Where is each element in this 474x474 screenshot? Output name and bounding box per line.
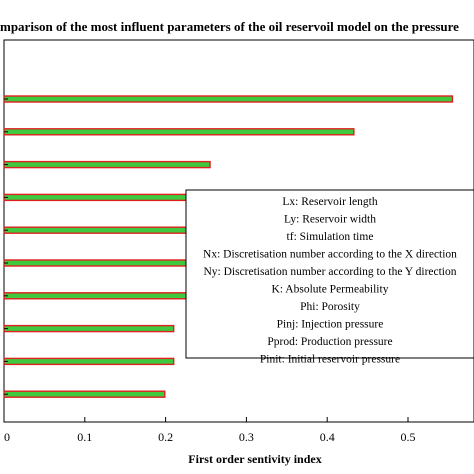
legend-box (185, 189, 474, 359)
bar-7 (3, 292, 193, 300)
legend-entry-4: Nx: Discretisation number according to t… (203, 249, 457, 261)
x-ticks-group: 0 0.1 0.2 0.3 0.4 0.5 (3, 417, 416, 444)
bar-4 (3, 193, 210, 202)
bar-3 (3, 160, 211, 169)
bar-8 (3, 324, 175, 333)
legend-entry-5: Ny: Discretisation number according to t… (203, 266, 456, 278)
bar-9 (3, 357, 175, 366)
x-tick-label: 0.4 (320, 430, 335, 444)
bar-2 (3, 128, 355, 136)
legend: Lx: Reservoir length Ly: Reservoir width t… (185, 189, 474, 366)
chart-title: mparison of the most influent parameters… (0, 19, 459, 34)
legend-entry-10: Pinit: Initial reservoir pressure (260, 354, 400, 366)
x-tick-label: 0.2 (158, 430, 173, 444)
legend-entry-2: Ly: Reservoir width (284, 214, 376, 226)
legend-entry-8: Pinj: Injection pressure (277, 319, 384, 331)
legend-entry-9: Pprod: Production pressure (267, 336, 392, 348)
bar-10 (3, 390, 166, 398)
legend-entry-3: tf: Simulation time (287, 231, 374, 243)
x-tick-label: 0.3 (239, 430, 254, 444)
legend-entry-1: Lx: Reservoir length (282, 196, 377, 208)
x-tick-label: 0.5 (401, 430, 416, 444)
legend-entry-6: K: Absolute Permeability (272, 284, 389, 296)
x-tick-label: 0.1 (77, 430, 92, 444)
x-tick-label: 0 (4, 430, 10, 444)
x-axis-label: First order sentivity index (188, 452, 321, 466)
bar-1 (3, 95, 454, 103)
bar-5 (3, 226, 198, 234)
legend-entry-7: Phi: Porosity (300, 301, 360, 313)
bar-6 (3, 259, 197, 267)
